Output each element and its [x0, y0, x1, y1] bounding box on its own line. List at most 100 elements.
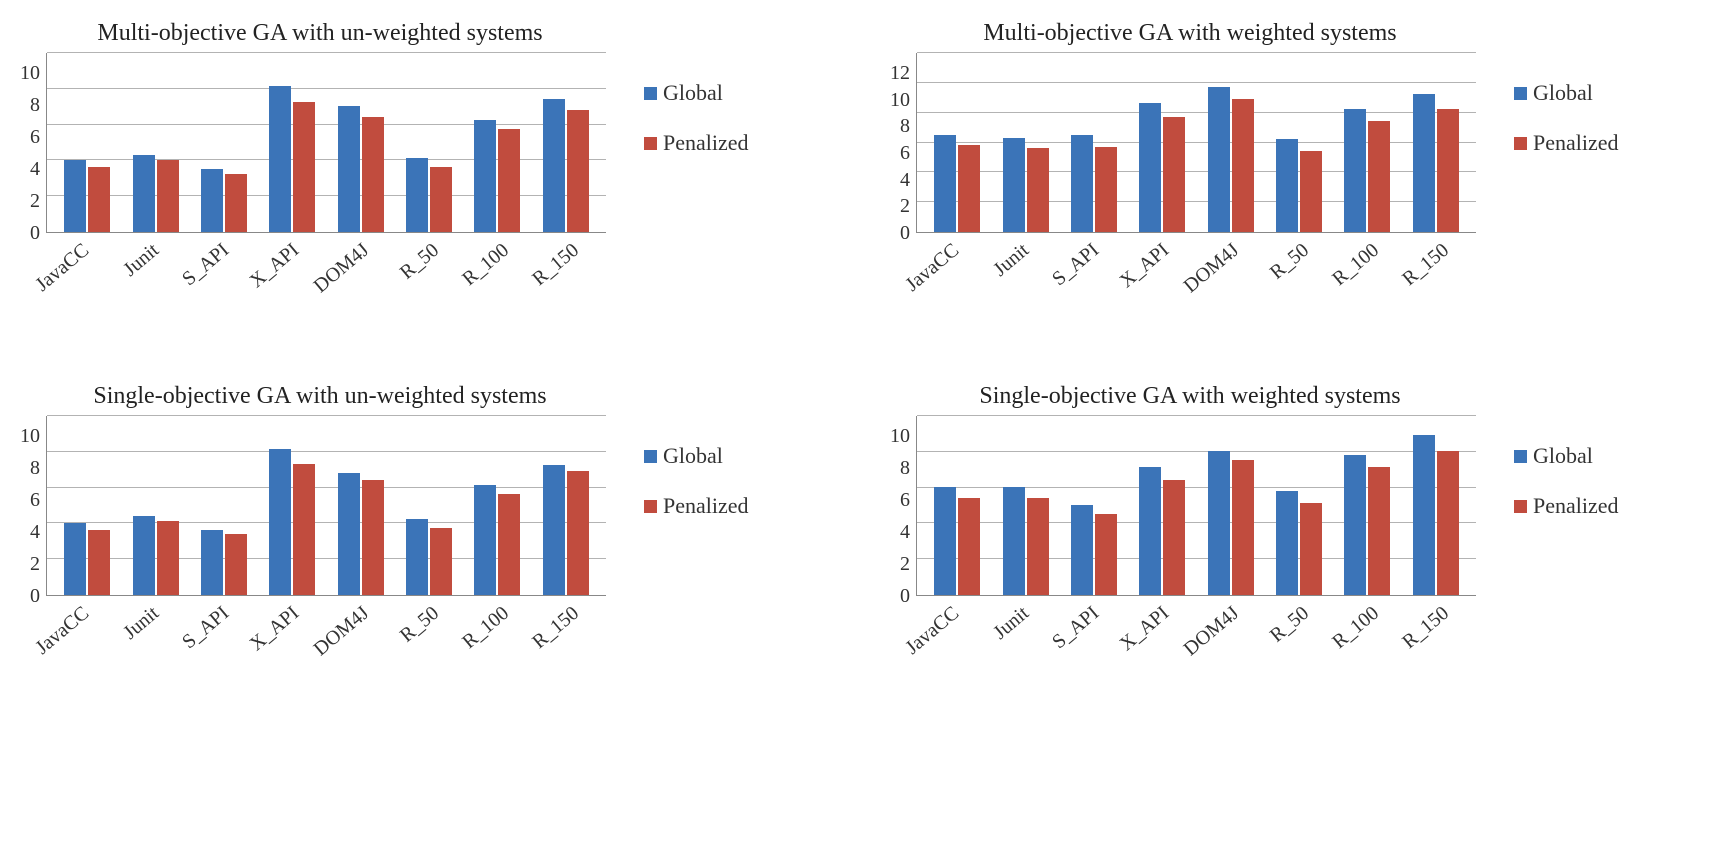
- bar-group: [1276, 139, 1322, 232]
- bar: [1208, 87, 1230, 233]
- bar: [1163, 480, 1185, 595]
- legend-label: Penalized: [1533, 130, 1619, 156]
- x-tick-label: R_150: [1398, 239, 1454, 291]
- y-axis: 1086420: [890, 416, 916, 596]
- y-tick-label: 8: [900, 458, 910, 478]
- chart-title: Single-objective GA with un-weighted sys…: [20, 383, 620, 410]
- y-tick-label: 6: [900, 490, 910, 510]
- bar: [1232, 99, 1254, 233]
- x-tick-label: R_100: [1328, 602, 1384, 654]
- bar-group: [934, 135, 980, 233]
- bar: [1300, 151, 1322, 232]
- x-tick-label: X_API: [246, 602, 304, 656]
- legend-item: Penalized: [1514, 493, 1619, 519]
- chart-panel: Multi-objective GA with weighted systems…: [890, 20, 1700, 323]
- x-tick-label: R_100: [458, 602, 514, 654]
- bar-group: [1003, 487, 1049, 595]
- bar: [64, 523, 86, 595]
- bar: [474, 485, 496, 595]
- x-tick-label: JavaCC: [901, 239, 963, 297]
- x-tick-label: Junit: [989, 602, 1034, 645]
- bar: [1003, 138, 1025, 233]
- bar-group: [1071, 135, 1117, 233]
- bar-group: [1413, 94, 1459, 232]
- x-tick-label: R_50: [1266, 602, 1314, 647]
- legend-item: Global: [1514, 80, 1619, 106]
- bar: [269, 449, 291, 595]
- bar: [406, 519, 428, 595]
- x-tick-label: JavaCC: [31, 602, 93, 660]
- bar-group: [1139, 467, 1185, 595]
- bar: [1095, 514, 1117, 595]
- x-tick-label: X_API: [246, 239, 304, 293]
- bar: [1232, 460, 1254, 595]
- x-tick-label: DOM4J: [1180, 602, 1244, 661]
- bar: [338, 106, 360, 232]
- bar: [269, 86, 291, 232]
- bar-group: [133, 155, 179, 232]
- bar: [543, 465, 565, 595]
- bar: [1027, 498, 1049, 595]
- x-tick-label: R_150: [1398, 602, 1454, 654]
- plot-area: [46, 53, 606, 233]
- legend-item: Global: [644, 80, 749, 106]
- bar: [1095, 147, 1117, 233]
- bar-group: [201, 169, 247, 232]
- plot-area: [46, 416, 606, 596]
- bar: [1208, 451, 1230, 595]
- bar: [293, 102, 315, 232]
- bar: [1139, 103, 1161, 232]
- y-tick-label: 12: [890, 63, 910, 83]
- y-tick-label: 8: [30, 95, 40, 115]
- bar-group: [64, 523, 110, 595]
- bar: [430, 167, 452, 232]
- x-tick-label: DOM4J: [310, 602, 374, 661]
- y-tick-label: 8: [900, 116, 910, 136]
- y-axis: 121086420: [890, 53, 916, 233]
- x-tick-label: JavaCC: [31, 239, 93, 297]
- bar: [64, 160, 86, 232]
- bar: [958, 498, 980, 595]
- chart-title: Single-objective GA with weighted system…: [890, 383, 1490, 410]
- legend-swatch: [644, 137, 657, 150]
- y-tick-label: 10: [890, 426, 910, 446]
- y-tick-label: 8: [30, 458, 40, 478]
- bar: [88, 530, 110, 595]
- bar: [498, 494, 520, 595]
- y-tick-label: 6: [900, 143, 910, 163]
- bar-group: [474, 485, 520, 595]
- y-tick-label: 2: [900, 554, 910, 574]
- y-tick-label: 4: [30, 522, 40, 542]
- x-tick-label: DOM4J: [310, 239, 374, 298]
- bar: [1027, 148, 1049, 232]
- legend-swatch: [644, 87, 657, 100]
- x-tick-label: R_150: [528, 602, 584, 654]
- bar-group: [406, 158, 452, 232]
- y-tick-label: 2: [30, 554, 40, 574]
- bar: [1344, 109, 1366, 232]
- y-tick-label: 4: [900, 522, 910, 542]
- x-tick-label: S_API: [1048, 602, 1104, 654]
- x-tick-label: R_50: [1266, 239, 1314, 284]
- legend-item: Penalized: [644, 130, 749, 156]
- bar: [1276, 491, 1298, 595]
- legend-swatch: [1514, 137, 1527, 150]
- bar-group: [1208, 451, 1254, 595]
- legend-label: Global: [1533, 80, 1593, 106]
- bar: [1413, 94, 1435, 232]
- x-tick-label: JavaCC: [901, 602, 963, 660]
- bar: [567, 110, 589, 232]
- bar: [1437, 109, 1459, 232]
- chart-panel: Single-objective GA with un-weighted sys…: [20, 383, 830, 686]
- bar: [1071, 135, 1093, 233]
- bar-group: [1344, 109, 1390, 232]
- y-tick-label: 10: [20, 426, 40, 446]
- legend-label: Global: [663, 80, 723, 106]
- plot-area: [916, 53, 1476, 233]
- bar: [88, 167, 110, 232]
- bar-group: [133, 516, 179, 595]
- bar-group: [1413, 435, 1459, 595]
- bar: [362, 117, 384, 232]
- chart-title: Multi-objective GA with un-weighted syst…: [20, 20, 620, 47]
- bar-group: [64, 160, 110, 232]
